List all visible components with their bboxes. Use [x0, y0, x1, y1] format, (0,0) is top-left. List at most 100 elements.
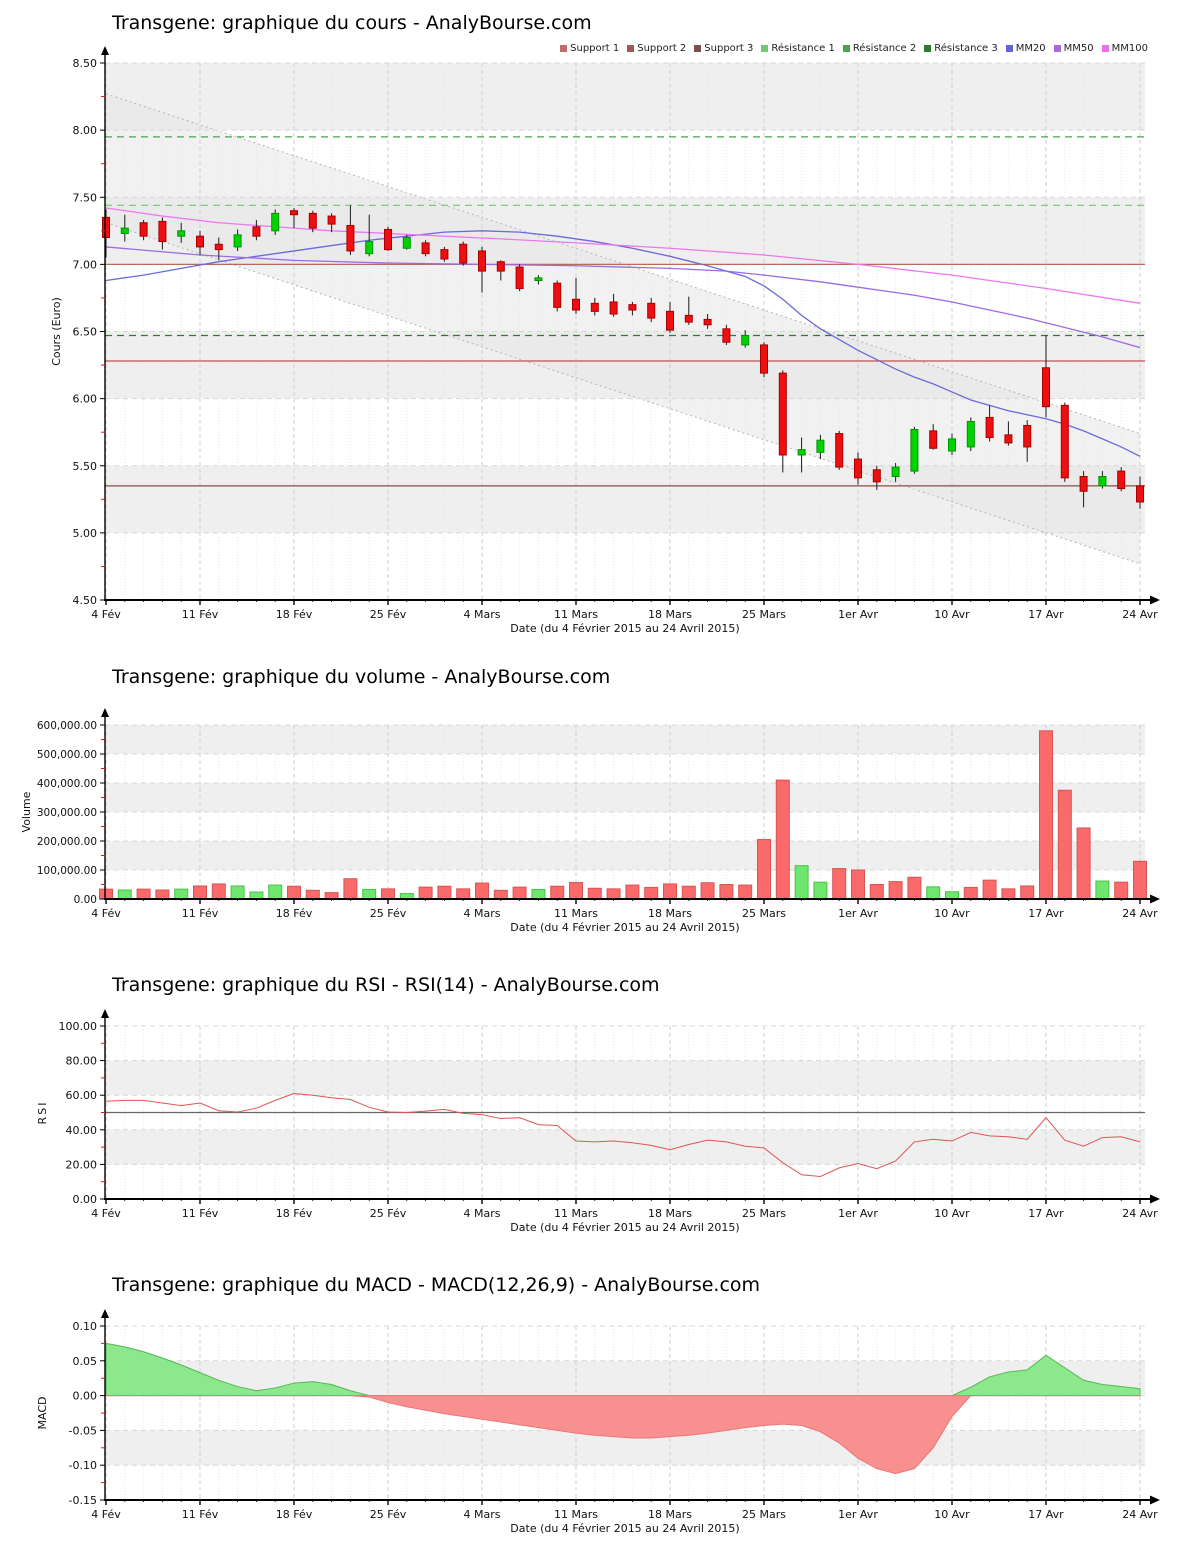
candle-body [835, 433, 844, 468]
volume-bar [832, 868, 847, 900]
volume-chart-title: Transgene: graphique du volume - AnalyBo… [112, 666, 611, 688]
x-axis-title: Date (du 4 Février 2015 au 24 Avril 2015… [510, 622, 739, 635]
candle-body [496, 261, 505, 272]
candle-body [722, 328, 731, 343]
volume-bar [700, 882, 715, 900]
bg-stripe [105, 63, 1145, 131]
x-tick-label: 17 Avr [1028, 608, 1064, 621]
candle-body [196, 235, 204, 248]
x-tick-label: 4 Fév [91, 907, 121, 920]
legend-swatch-icon [1005, 45, 1013, 52]
legend-swatch-icon [842, 45, 850, 52]
x-tick-label: 1er Avr [838, 1508, 878, 1521]
y-axis-arrow [101, 1009, 109, 1018]
cours-chart-legend: Support 1 Support 2 Support 3 Résistance 1 R… [560, 43, 1148, 54]
x-tick-label: 4 Mars [464, 1207, 501, 1220]
volume-bar [418, 886, 433, 900]
volume-bar [587, 887, 602, 900]
volume-bar [437, 885, 452, 900]
volume-bar [550, 885, 565, 900]
candle-body [346, 224, 355, 252]
legend-item-resistance-1: Résistance 1 [761, 43, 835, 54]
volume-bar [305, 889, 320, 900]
regression-channel-fill [106, 93, 1140, 564]
x-tick-label: 25 Mars [742, 1508, 786, 1521]
volume-bar [907, 876, 922, 900]
x-tick-label: 18 Fév [276, 907, 313, 920]
y-tick-label: 200,000.00 [37, 836, 97, 848]
x-tick-label: 25 Fév [370, 1207, 407, 1220]
x-tick-label: 11 Fév [182, 907, 219, 920]
x-tick-label: 18 Fév [276, 608, 313, 621]
y-tick-label: 0.00 [74, 894, 97, 906]
channel-lower-line [105, 222, 1141, 565]
volume-bar [381, 888, 395, 900]
y-tick-label: 0.00 [73, 1193, 98, 1206]
volume-bar [268, 884, 283, 900]
x-axis-title: Date (du 4 Février 2015 au 24 Avril 2015… [510, 1522, 739, 1535]
legend-item-mm20: MM20 [1005, 43, 1046, 54]
x-tick-label: 18 Fév [276, 1508, 313, 1521]
x-tick-label: 1er Avr [838, 907, 878, 920]
legend-label: MM50 [1063, 43, 1094, 54]
volume-bar [963, 886, 978, 900]
volume-bar [1057, 789, 1072, 900]
y-tick-label: 7.50 [73, 191, 98, 204]
x-tick-label: 17 Avr [1028, 907, 1064, 920]
candle-body [872, 469, 881, 483]
legend-swatch-icon [761, 45, 769, 52]
volume-bar [719, 884, 734, 900]
candle-body [590, 302, 599, 312]
volume-bar [1039, 730, 1053, 900]
candle-body [703, 318, 712, 326]
channel-upper-line [105, 93, 1141, 435]
volume-bar [888, 881, 903, 900]
x-tick-label: 11 Fév [182, 1508, 219, 1521]
volume-bar [193, 885, 207, 900]
candle-body [440, 249, 449, 260]
volume-bar [136, 888, 151, 900]
volume-bar [982, 879, 997, 900]
volume-bar [99, 888, 113, 900]
legend-item-support-2: Support 2 [627, 43, 686, 54]
bg-stripe [105, 1060, 1145, 1096]
x-tick-label: 17 Avr [1028, 1207, 1064, 1220]
x-tick-label: 11 Fév [182, 608, 219, 621]
y-axis-title: RSI [36, 1101, 49, 1125]
x-axis-title: Date (du 4 Février 2015 au 24 Avril 2015… [510, 1221, 739, 1234]
y-tick-label: 300,000.00 [37, 807, 97, 819]
volume-bar [531, 888, 546, 900]
volume-bar [775, 779, 790, 900]
candle-body [854, 458, 862, 479]
candle-body [1117, 470, 1126, 490]
y-tick-label: 60.00 [66, 1089, 98, 1102]
volume-bar [512, 886, 527, 900]
legend-label: Support 3 [704, 43, 754, 54]
y-tick-label: 6.00 [73, 393, 98, 406]
y-axis-arrow [101, 46, 109, 55]
candle-body [459, 243, 468, 264]
volume-bar [644, 886, 659, 900]
candle-body [308, 212, 317, 229]
volume-bar [813, 881, 828, 900]
x-tick-label: 11 Mars [554, 907, 598, 920]
x-axis-arrow [1150, 1495, 1160, 1505]
candle-body [966, 420, 975, 448]
x-tick-label: 25 Fév [370, 907, 407, 920]
x-tick-label: 10 Avr [934, 1207, 970, 1220]
volume-bar [493, 889, 508, 900]
legend-label: Support 1 [570, 43, 620, 54]
candle-body [139, 222, 148, 237]
y-tick-label: 8.50 [73, 57, 98, 70]
legend-label: Résistance 2 [852, 43, 917, 54]
x-tick-label: 11 Mars [554, 1508, 598, 1521]
volume-bar [230, 885, 245, 900]
x-tick-label: 4 Mars [464, 1508, 501, 1521]
y-tick-label: 5.50 [73, 460, 98, 473]
volume-bar [851, 869, 865, 900]
volume-bar [362, 888, 377, 900]
legend-item-resistance-2: Résistance 2 [842, 43, 917, 54]
candle-body [929, 430, 938, 449]
y-tick-label: 4.50 [73, 594, 98, 607]
